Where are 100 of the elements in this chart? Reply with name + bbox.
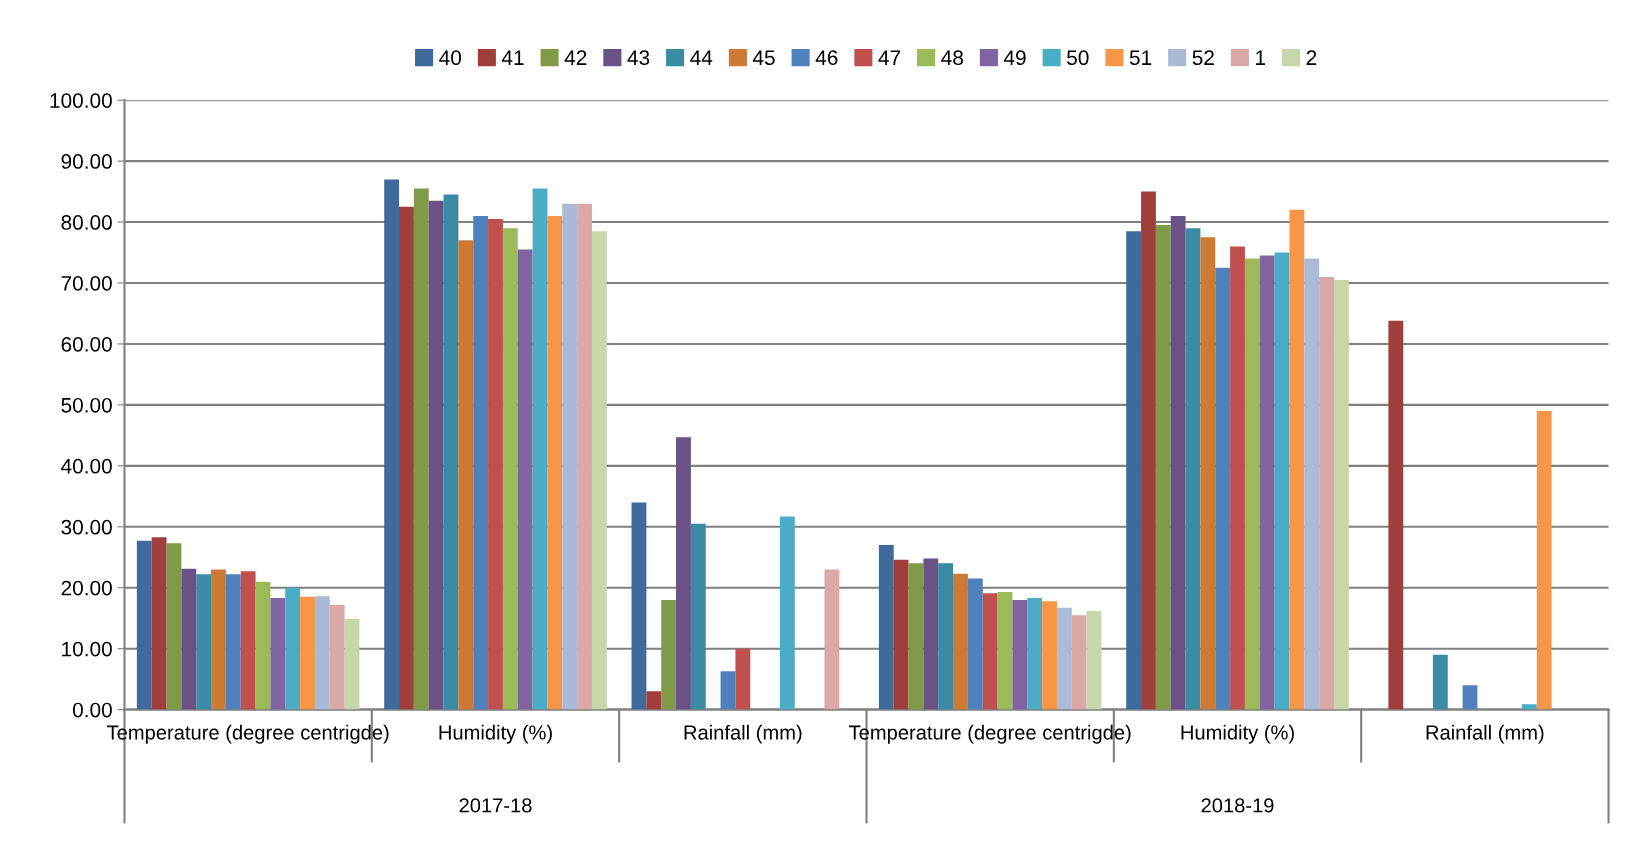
bar bbox=[1333, 279, 1349, 710]
y-tick-label: 40.00 bbox=[61, 458, 112, 474]
x-tick-label: Humidity (%) bbox=[439, 724, 552, 744]
bar bbox=[720, 671, 736, 710]
text: 2017-18 bbox=[459, 798, 532, 813]
x-tick-label: Temperature (degree centrigde) bbox=[107, 724, 389, 744]
legend-label: 46 bbox=[815, 50, 838, 66]
bar bbox=[181, 568, 197, 710]
legend-label: 48 bbox=[941, 50, 963, 66]
bar bbox=[399, 206, 414, 710]
bar bbox=[211, 569, 226, 710]
bar bbox=[428, 200, 444, 710]
bar bbox=[1141, 191, 1156, 710]
bar bbox=[824, 569, 840, 710]
bar bbox=[591, 231, 607, 710]
bar bbox=[488, 219, 503, 710]
x-tick-label: Rainfall (mm) bbox=[1426, 724, 1544, 744]
bar bbox=[300, 596, 315, 710]
bar bbox=[1521, 704, 1537, 710]
bar bbox=[1170, 215, 1186, 710]
bar bbox=[502, 228, 518, 710]
bar bbox=[458, 240, 474, 710]
legend-label: 42 bbox=[564, 50, 587, 65]
bar bbox=[967, 578, 983, 710]
y-tick-label: 50.00 bbox=[61, 397, 112, 413]
legend-label: 41 bbox=[501, 50, 524, 65]
bar bbox=[1319, 276, 1334, 710]
bar bbox=[314, 596, 330, 710]
legend-label: 40 bbox=[439, 50, 462, 66]
bar bbox=[1042, 601, 1057, 710]
bar bbox=[1086, 610, 1102, 710]
bar bbox=[285, 587, 301, 710]
bar bbox=[779, 516, 795, 710]
legend-label: 1 bbox=[1256, 50, 1266, 65]
bar bbox=[1259, 255, 1275, 710]
bar bbox=[443, 194, 459, 710]
y-tick-label: 0.00 bbox=[72, 702, 112, 718]
bar bbox=[982, 593, 998, 710]
legend-label: 45 bbox=[752, 50, 775, 66]
bar bbox=[1071, 615, 1087, 710]
bar bbox=[1126, 231, 1142, 710]
bar bbox=[562, 203, 578, 710]
legend-label: 2 bbox=[1306, 50, 1317, 65]
bar bbox=[1056, 607, 1072, 710]
bar bbox=[690, 523, 706, 710]
legend-label: 47 bbox=[878, 50, 901, 65]
y-tick-label: 10.00 bbox=[62, 641, 112, 657]
bar bbox=[1027, 598, 1043, 710]
bar bbox=[270, 598, 286, 710]
bar bbox=[547, 215, 563, 710]
y-tick-label: 80.00 bbox=[61, 215, 112, 230]
bar bbox=[938, 563, 954, 710]
bar bbox=[1388, 320, 1404, 710]
bar bbox=[735, 648, 751, 710]
bar bbox=[136, 540, 152, 710]
bar bbox=[676, 437, 691, 710]
y-tick-label: 100.00 bbox=[50, 93, 112, 108]
bar bbox=[1274, 252, 1290, 710]
bar bbox=[384, 179, 400, 710]
bar bbox=[631, 502, 647, 710]
y-tick-label: 60.00 bbox=[61, 336, 112, 352]
bar bbox=[517, 249, 533, 710]
bar bbox=[1304, 258, 1320, 710]
bar bbox=[344, 618, 360, 710]
y-tick-label: 20.00 bbox=[61, 580, 112, 596]
bar bbox=[255, 581, 271, 710]
x-tick-label: Humidity (%) bbox=[1181, 724, 1294, 744]
bar bbox=[577, 203, 592, 710]
x-tick-label: Rainfall (mm) bbox=[684, 724, 802, 744]
y-tick-label: 70.00 bbox=[61, 275, 112, 291]
bar bbox=[1536, 410, 1552, 710]
bar bbox=[923, 558, 939, 710]
bar bbox=[240, 571, 256, 710]
bar bbox=[1012, 599, 1028, 710]
y-tick-label: 90.00 bbox=[61, 154, 112, 169]
bar bbox=[1155, 225, 1171, 710]
bar bbox=[225, 574, 241, 710]
bar bbox=[1230, 246, 1245, 710]
legend-label: 50 bbox=[1067, 50, 1089, 66]
legend-label: 44 bbox=[690, 50, 713, 65]
bar bbox=[151, 537, 167, 710]
legend-label: 43 bbox=[627, 50, 650, 66]
bar bbox=[329, 604, 345, 710]
bar bbox=[997, 592, 1013, 710]
bar bbox=[196, 574, 212, 710]
bar bbox=[473, 215, 489, 710]
text: 2018-19 bbox=[1201, 798, 1274, 813]
x-tick-label: Temperature (degree centrigde) bbox=[849, 724, 1131, 744]
bar bbox=[1185, 228, 1201, 710]
bar bbox=[413, 188, 429, 710]
bar bbox=[893, 559, 909, 710]
bar bbox=[1200, 237, 1216, 710]
bar bbox=[1215, 267, 1231, 710]
bar bbox=[908, 563, 924, 710]
legend-label: 49 bbox=[1003, 50, 1026, 66]
bar bbox=[878, 545, 894, 710]
y-tick-label: 30.00 bbox=[61, 519, 112, 535]
bar bbox=[166, 543, 182, 710]
bar bbox=[953, 573, 968, 710]
bar bbox=[1432, 654, 1448, 710]
